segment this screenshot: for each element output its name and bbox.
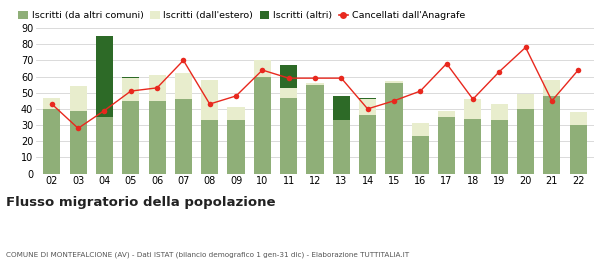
- Bar: [491, 120, 508, 174]
- Bar: [517, 109, 534, 174]
- Bar: [122, 78, 139, 101]
- Bar: [280, 65, 297, 88]
- Bar: [359, 115, 376, 174]
- Bar: [438, 117, 455, 174]
- Bar: [464, 99, 481, 119]
- Bar: [70, 111, 86, 174]
- Bar: [464, 119, 481, 174]
- Bar: [517, 94, 534, 109]
- Bar: [43, 97, 61, 109]
- Bar: [254, 76, 271, 174]
- Bar: [149, 75, 166, 101]
- Bar: [569, 125, 587, 174]
- Bar: [122, 76, 139, 78]
- Bar: [438, 111, 455, 117]
- Bar: [491, 104, 508, 120]
- Bar: [227, 120, 245, 174]
- Bar: [96, 36, 113, 117]
- Text: COMUNE DI MONTEFALCIONE (AV) - Dati ISTAT (bilancio demografico 1 gen-31 dic) - : COMUNE DI MONTEFALCIONE (AV) - Dati ISTA…: [6, 252, 409, 258]
- Bar: [569, 112, 587, 125]
- Bar: [149, 101, 166, 174]
- Bar: [201, 80, 218, 120]
- Bar: [43, 109, 61, 174]
- Bar: [544, 96, 560, 174]
- Bar: [385, 81, 403, 83]
- Bar: [175, 99, 192, 174]
- Bar: [307, 85, 323, 174]
- Bar: [254, 60, 271, 76]
- Bar: [70, 86, 86, 111]
- Bar: [412, 136, 429, 174]
- Bar: [359, 99, 376, 115]
- Bar: [96, 117, 113, 174]
- Bar: [280, 97, 297, 174]
- Legend: Iscritti (da altri comuni), Iscritti (dall'estero), Iscritti (altri), Cancellati: Iscritti (da altri comuni), Iscritti (da…: [19, 11, 465, 20]
- Bar: [175, 73, 192, 99]
- Bar: [544, 80, 560, 96]
- Bar: [227, 107, 245, 120]
- Text: Flusso migratorio della popolazione: Flusso migratorio della popolazione: [6, 196, 275, 209]
- Bar: [307, 83, 323, 85]
- Bar: [333, 120, 350, 174]
- Bar: [280, 88, 297, 97]
- Bar: [333, 96, 350, 120]
- Bar: [201, 120, 218, 174]
- Bar: [412, 123, 429, 136]
- Bar: [385, 83, 403, 174]
- Bar: [122, 101, 139, 174]
- Bar: [359, 97, 376, 99]
